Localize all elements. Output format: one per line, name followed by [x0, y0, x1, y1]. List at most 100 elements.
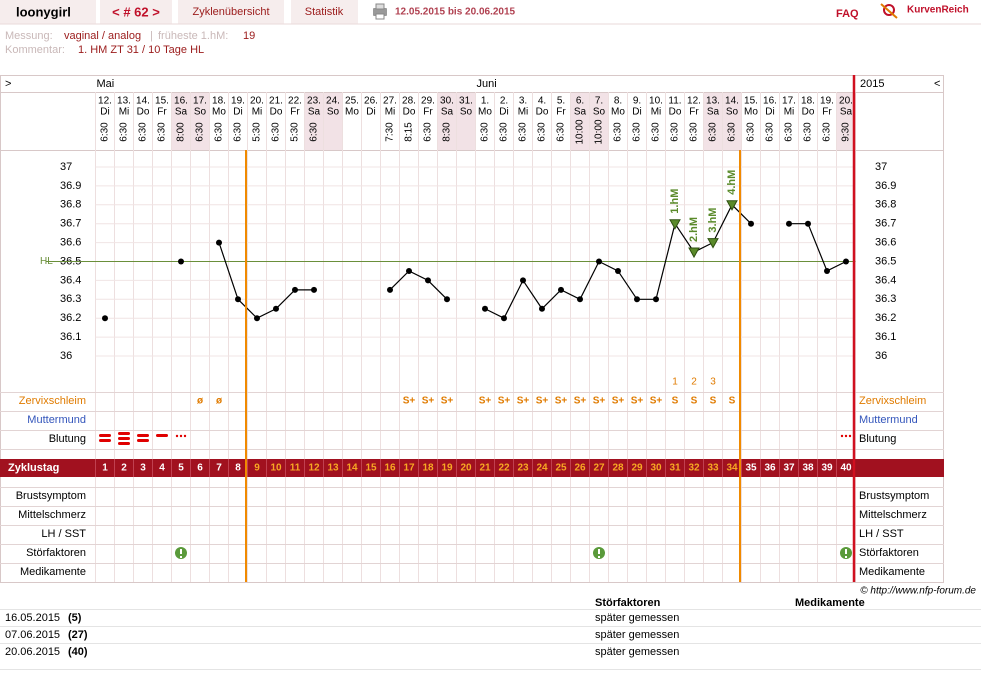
nav-prev[interactable]: >: [5, 78, 11, 90]
time-label: 6:30: [765, 122, 776, 142]
cycle-day: 38: [802, 463, 814, 474]
weekend-shade: [437, 93, 457, 150]
cycle-day: 1: [102, 463, 108, 474]
faq-link[interactable]: FAQ: [836, 8, 859, 20]
weekday-label: Fr: [556, 107, 566, 118]
weekday-label: Fr: [822, 107, 832, 118]
temp-point: [235, 296, 241, 303]
y-tick-label: 36.4: [60, 274, 81, 286]
date-label: 5.: [557, 96, 565, 107]
temp-point: [444, 296, 450, 303]
cycle-nav[interactable]: < # 62 >: [112, 4, 160, 19]
weekday-label: Sa: [840, 107, 853, 118]
date-label: 19.: [231, 96, 245, 107]
tab-label[interactable]: Statistik: [305, 6, 344, 18]
hm-point: [688, 247, 700, 259]
weekend-shade: [722, 93, 742, 150]
time-label: 6:30: [119, 122, 130, 142]
time-label: 6:30: [537, 122, 548, 142]
mucus-number: 3: [710, 377, 716, 388]
hm-label: 4.hM: [726, 170, 738, 195]
date-label: 7.: [595, 96, 603, 107]
user-name: loonygirl: [16, 4, 71, 19]
time-label: 6:30: [746, 122, 757, 142]
date-label: 14.: [725, 96, 739, 107]
y-tick-label: 36.7: [60, 218, 81, 230]
cycle-tab[interactable]: [100, 0, 172, 24]
print-icon[interactable]: [373, 3, 387, 20]
time-label: 6:30: [499, 122, 510, 142]
temp-point: [748, 220, 754, 227]
row-label: LH / SST: [41, 528, 86, 540]
mucus-mark: S+: [612, 396, 625, 407]
temp-point: [311, 286, 317, 293]
mucus-mark: S+: [555, 396, 568, 407]
cycle-day: 18: [422, 463, 434, 474]
temp-point: [615, 267, 621, 274]
date-label: 26.: [364, 96, 378, 107]
date-label: 27.: [383, 96, 397, 107]
weekday-label: Di: [366, 107, 375, 118]
cycle-day: 19: [441, 463, 453, 474]
tab[interactable]: [291, 0, 358, 24]
temp-line: [389, 270, 448, 300]
cycle-day: 22: [498, 463, 510, 474]
cycle-day: 30: [650, 463, 662, 474]
tab[interactable]: [178, 0, 284, 24]
weekday-label: Di: [100, 107, 109, 118]
mucus-mark: S+: [536, 396, 549, 407]
temp-point: [824, 267, 830, 274]
row-label: Zervixschleim: [19, 395, 86, 407]
date-label: 24.: [326, 96, 340, 107]
chart-frame: [0, 75, 944, 583]
time-label: 6:30: [727, 122, 738, 142]
weekday-label: Mo: [611, 107, 625, 118]
mucus-mark: S+: [574, 396, 587, 407]
y-tick-label: 36.8: [60, 199, 81, 211]
temp-point: [178, 258, 184, 265]
table-note: später gemessen: [595, 646, 679, 658]
date-label: 25.: [345, 96, 359, 107]
temp-point: [843, 258, 849, 265]
date-label: 21.: [269, 96, 283, 107]
logo-text[interactable]: KurvenReich: [907, 5, 969, 16]
time-label: 10:00: [575, 119, 586, 144]
mucus-number: 1: [672, 377, 678, 388]
y-tick-label-right: 36.3: [875, 293, 896, 305]
time-label: 6:30: [613, 122, 624, 142]
row-label: Muttermund: [27, 414, 86, 426]
date-label: 15.: [744, 96, 758, 107]
date-label: 17.: [782, 96, 796, 107]
weekday-label: Do: [137, 107, 150, 118]
time-label: 6:30: [214, 122, 225, 142]
cycle-day: 40: [840, 463, 852, 474]
cycle-day: 23: [517, 463, 529, 474]
tab-label[interactable]: Zyklenübersicht: [192, 6, 269, 18]
row-label: Brustsymptom: [16, 490, 86, 502]
date-label: 30.: [440, 96, 454, 107]
y-tick-label: 36.1: [60, 331, 81, 343]
cycle-day: 15: [365, 463, 377, 474]
weekday-label: Di: [499, 107, 508, 118]
date-label: 23.: [307, 96, 321, 107]
row-label-right: LH / SST: [859, 528, 904, 540]
date-label: 18.: [801, 96, 815, 107]
time-label: 6:30: [708, 122, 719, 142]
date-label: 13.: [706, 96, 720, 107]
cycle-day: 36: [764, 463, 776, 474]
temp-point: [558, 286, 564, 293]
weekend-shade: [703, 93, 723, 150]
weekday-label: Do: [802, 107, 815, 118]
cycle-day: 31: [669, 463, 681, 474]
mucus-mark: S: [710, 396, 717, 407]
row-label-right: Brustsymptom: [859, 490, 929, 502]
y-tick-label-right: 36.9: [875, 180, 896, 192]
y-tick-label: 36: [60, 350, 72, 362]
time-label: 5:30: [252, 122, 263, 142]
weekday-label: Mo: [744, 107, 758, 118]
temp-point: [539, 305, 545, 312]
date-label: 14.: [136, 96, 150, 107]
info-label: Kommentar:: [5, 44, 65, 56]
date-label: 8.: [614, 96, 622, 107]
